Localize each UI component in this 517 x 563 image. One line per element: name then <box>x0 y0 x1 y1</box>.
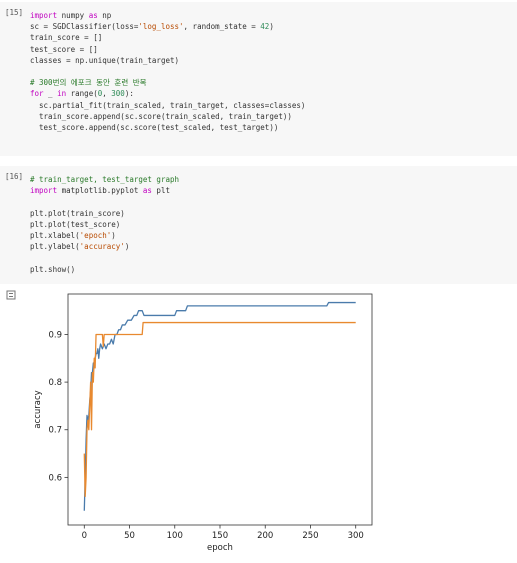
code-line: train_score = [] <box>30 32 305 43</box>
code-token: as <box>88 11 98 20</box>
y-axis-label: accuracy <box>33 390 43 428</box>
code-line: test_score.append(sc.score(test_scaled, … <box>30 122 305 133</box>
code-token: _ <box>43 89 58 99</box>
code-line: plt.xlabel('epoch') <box>30 230 179 241</box>
x-tick-label: 150 <box>212 531 228 541</box>
code-token: np <box>97 11 112 20</box>
y-tick-label: 0.8 <box>48 378 62 388</box>
code-token: plt.show() <box>30 264 76 274</box>
x-tick-label: 100 <box>167 531 183 541</box>
code-editor[interactable]: # train_target, test_target graph import … <box>30 174 179 275</box>
code-token: # 300번의 에포크 동안 훈련 반복 <box>30 78 147 88</box>
code-token: for <box>30 89 44 99</box>
code-token: plt.plot(test_score) <box>30 219 121 229</box>
code-token: ) <box>111 230 116 240</box>
x-tick-label: 200 <box>257 531 273 541</box>
code-token: , <box>102 89 112 99</box>
test-score-line <box>83 321 356 498</box>
code-line: # train_target, test_target graph <box>30 174 179 185</box>
code-token: # train_target, test_target graph <box>30 175 180 184</box>
code-line: test_score = [] <box>30 44 305 55</box>
code-token: 300 <box>111 89 125 99</box>
code-token: train_score = [] <box>30 33 103 43</box>
code-cell-1[interactable]: [15] import numpy as np sc = SGDClassifie… <box>0 2 517 156</box>
code-line: plt.plot(train_score) <box>30 208 179 219</box>
code-token: train_score.append(sc.score(train_scaled… <box>30 111 292 121</box>
code-line <box>30 252 179 263</box>
code-token: numpy <box>57 11 89 20</box>
train-score-line <box>83 301 356 511</box>
output-toggle-icon[interactable] <box>6 290 16 300</box>
x-tick-label: 50 <box>124 531 135 541</box>
code-line: sc = SGDClassifier(loss='log_loss', rand… <box>30 21 305 32</box>
code-token: sc.partial_fit(train_scaled, train_targe… <box>30 100 306 110</box>
code-token: 'accuracy' <box>79 242 125 252</box>
y-tick-label: 0.6 <box>48 473 62 483</box>
code-line: plt.ylabel('accuracy') <box>30 241 179 252</box>
plot-frame <box>67 293 373 526</box>
code-token: 0 <box>97 89 103 99</box>
code-token: plt <box>151 186 170 196</box>
code-token: test_score = [] <box>30 44 98 54</box>
code-line <box>30 66 305 77</box>
code-line: # 300번의 에포크 동안 훈련 반복 <box>30 77 305 88</box>
code-line: import matplotlib.pyplot as plt <box>30 185 179 196</box>
y-tick-label: 0.9 <box>48 330 62 340</box>
x-tick-label: 300 <box>348 531 364 541</box>
code-token: ) <box>269 22 274 32</box>
code-token: , random_state = <box>183 22 261 32</box>
code-line: train_score.append(sc.score(train_scaled… <box>30 111 305 122</box>
code-cell-2[interactable]: [16] # train_target, test_target graph im… <box>0 166 517 284</box>
code-token: ) <box>124 242 130 252</box>
code-line: plt.plot(test_score) <box>30 219 179 230</box>
code-token: 42 <box>260 22 270 32</box>
line-chart: 0 50 100 150 200 250 300 0.6 0.7 0.8 0.9 epoch accur… <box>33 293 373 553</box>
code-token: plt.plot(train_score) <box>30 208 125 218</box>
code-line: sc.partial_fit(train_scaled, train_targe… <box>30 100 305 111</box>
code-token: test_score.append(sc.score(test_scaled, … <box>30 122 279 132</box>
code-token: plt.ylabel( <box>30 242 80 252</box>
code-line: for _ in range(0, 300): <box>30 88 305 99</box>
code-token: import <box>30 11 58 20</box>
code-token: 'log_loss' <box>138 22 184 32</box>
code-line: plt.show() <box>30 264 179 275</box>
code-token: matplotlib.pyplot <box>57 186 143 196</box>
code-token: as <box>142 186 152 196</box>
code-line: classes = np.unique(train_target) <box>30 55 305 66</box>
code-token: classes = np.unique(train_target) <box>30 55 180 65</box>
code-token: plt.xlabel( <box>30 230 80 240</box>
code-token: range( <box>66 89 98 99</box>
x-axis-label: epoch <box>207 543 233 553</box>
code-line: import numpy as np <box>30 10 305 21</box>
code-editor[interactable]: import numpy as np sc = SGDClassifier(los… <box>30 10 305 133</box>
code-line <box>30 196 179 207</box>
code-token: in <box>57 89 67 99</box>
cell-prompt: [16] <box>5 172 24 181</box>
code-token: 'epoch' <box>79 230 112 240</box>
x-tick-label: 0 <box>82 531 87 541</box>
y-tick-label: 0.7 <box>48 426 62 436</box>
code-token: import <box>30 186 58 196</box>
cell-prompt: [15] <box>5 8 24 17</box>
x-tick-label: 250 <box>302 531 318 541</box>
code-token: ): <box>124 89 134 99</box>
code-token: sc = SGDClassifier(loss= <box>30 22 139 32</box>
